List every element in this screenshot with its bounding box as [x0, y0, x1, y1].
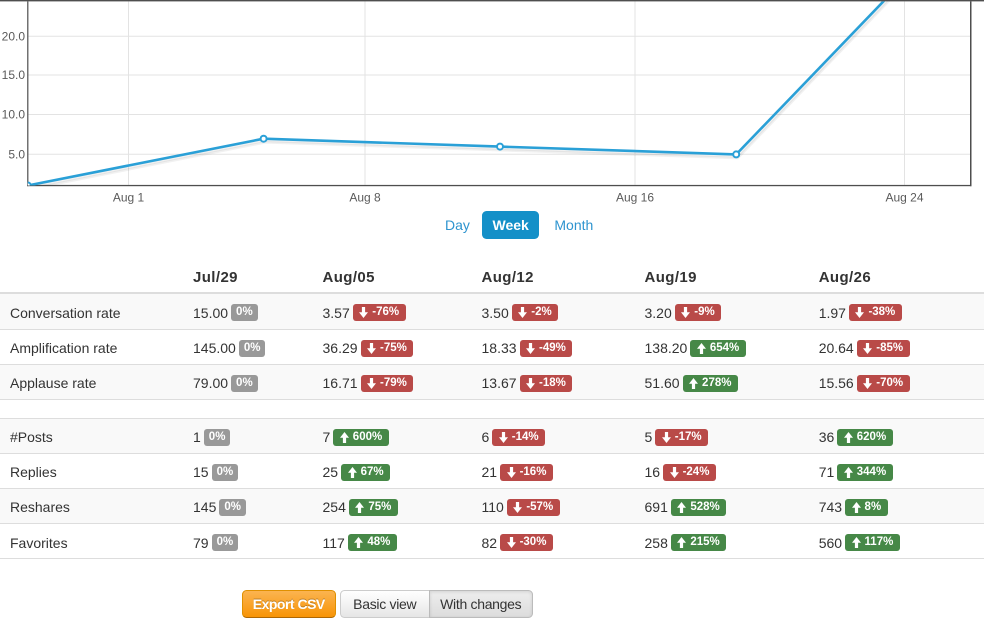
svg-text:Aug 8: Aug 8 — [349, 191, 381, 205]
svg-text:5.0: 5.0 — [8, 147, 25, 161]
svg-text:Aug 24: Aug 24 — [885, 191, 923, 205]
svg-text:Aug 1: Aug 1 — [113, 191, 145, 205]
svg-text:Aug 16: Aug 16 — [616, 191, 654, 205]
svg-text:15.0: 15.0 — [2, 68, 26, 82]
svg-text:20.0: 20.0 — [2, 29, 26, 43]
svg-text:10.0: 10.0 — [2, 108, 26, 122]
